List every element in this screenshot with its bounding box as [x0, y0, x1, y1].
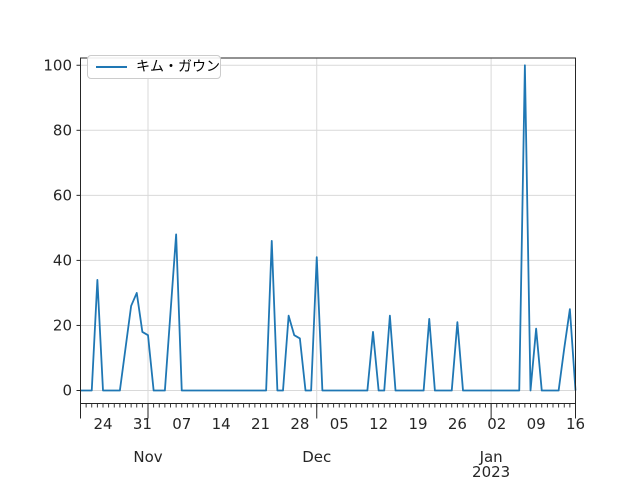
x-day-tick-label: 07 [172, 415, 191, 433]
x-day-tick-label: 09 [527, 415, 546, 433]
x-year-label: 2023 [472, 463, 510, 480]
plot-area [80, 58, 576, 404]
x-day-tick-label: 21 [251, 415, 270, 433]
x-day-tick-label: 28 [290, 415, 309, 433]
x-day-tick-label: 26 [448, 415, 467, 433]
x-day-tick-label: 14 [212, 415, 231, 433]
y-tick-label: 100 [43, 56, 72, 74]
y-tick-label: 80 [53, 121, 72, 139]
x-day-tick-label: 12 [369, 415, 388, 433]
x-month-label: Dec [302, 448, 331, 466]
x-day-tick-label: 16 [566, 415, 585, 433]
x-day-tick-label: 19 [408, 415, 427, 433]
x-day-tick-label: 05 [330, 415, 349, 433]
trend-line [80, 64, 577, 392]
x-day-tick-label: 02 [487, 415, 506, 433]
y-tick-label: 40 [53, 251, 72, 269]
legend: キム・ガウン [87, 55, 221, 79]
x-month-label: Nov [133, 448, 162, 466]
y-tick-label: 0 [62, 382, 72, 400]
y-tick-label: 20 [53, 316, 72, 334]
x-month-label: Jan [479, 448, 503, 466]
legend-line-sample [96, 66, 127, 68]
x-day-tick-label: 31 [133, 415, 152, 433]
legend-label: キム・ガウン [136, 59, 220, 75]
y-tick-label: 60 [53, 186, 72, 204]
x-day-tick-label: 24 [93, 415, 112, 433]
